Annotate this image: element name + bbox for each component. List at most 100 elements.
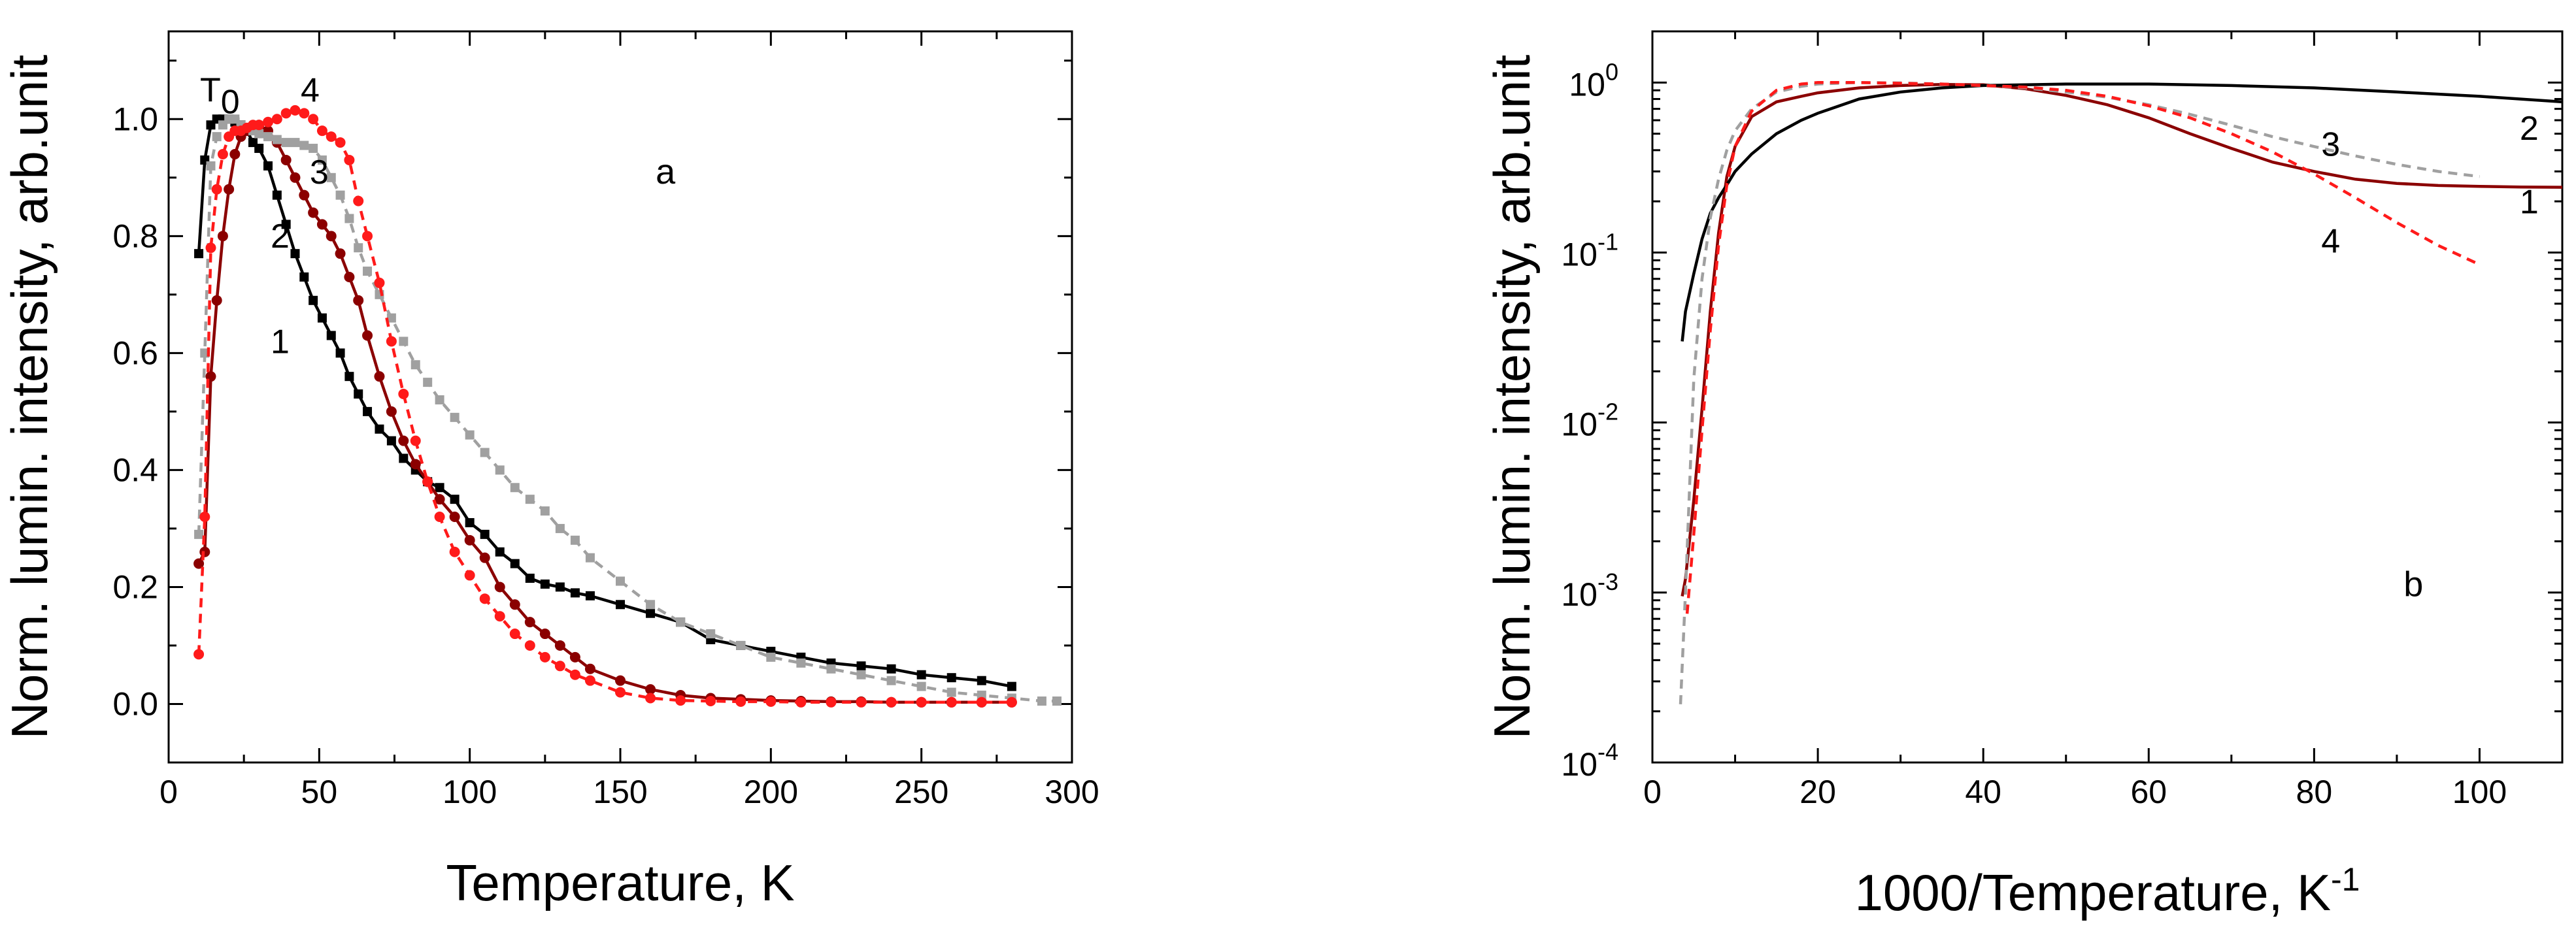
panel-a-series-1-point: [570, 588, 580, 598]
panel-a-series-1-point: [299, 272, 309, 282]
panel-a-series-3-point: [826, 664, 836, 674]
panel-a-y-axis-label: Norm. lumin. intensity, arb.unit: [1, 54, 58, 739]
panel-a-series-4-point: [735, 696, 746, 707]
panel-a-series-2-point: [335, 248, 346, 259]
panel-a-series-3-point: [309, 144, 318, 154]
panel-a-series-3-point: [465, 430, 475, 440]
panel-a-series-3-point: [856, 670, 866, 680]
panel-a-series-group: [193, 105, 1062, 708]
panel-a-series-1-point: [263, 161, 273, 171]
panel-a-series-3-point: [1037, 696, 1046, 706]
panel-a-x-axis-label: Temperature, K: [446, 854, 794, 911]
panel-a-series-4-point: [374, 277, 385, 288]
panel-a-series-1-point: [540, 579, 550, 589]
panel-a-series-4-point: [826, 696, 837, 708]
panel-a-x-tick-label: 50: [301, 774, 338, 810]
panel-a-series-4-point: [946, 696, 957, 708]
panel-a-series-4-point: [326, 131, 337, 142]
panel-a-series-1-point: [555, 582, 565, 592]
panel-a-series-1-point: [435, 483, 444, 493]
panel-a-series-1-point: [856, 661, 866, 671]
panel-a-series-3-point: [281, 138, 291, 148]
panel-a-series-1-point: [946, 673, 956, 683]
panel-a-series-4-point: [976, 696, 987, 708]
panel-a-series-4-point: [254, 120, 265, 131]
panel-a-series-4-point: [449, 546, 460, 557]
panel-a-series-3-point: [706, 629, 716, 639]
panel-a-series-1-point: [363, 406, 373, 416]
panel-a-series-4-point: [217, 148, 228, 159]
panel-a-series-3-point: [1052, 696, 1062, 706]
panel-a-series-1-point: [977, 676, 986, 685]
panel-a-series-2-point: [374, 371, 385, 382]
panel-a-series-4-point: [916, 696, 927, 708]
panel-a-series-3-point: [555, 523, 565, 533]
panel-a-series-3-point: [194, 529, 204, 539]
panel-b-x-tick-label: 20: [1799, 774, 1836, 810]
panel-a-series-4-point: [464, 570, 475, 581]
panel-b-chart: 0 20 40 60 80 100 10-4 10-3 10-2 10-1 100 1000/Temp…: [1483, 30, 2564, 921]
panel-a-series-4-point: [479, 593, 490, 604]
panel-a-series-line-2: [197, 123, 1012, 704]
panel-a-series-3-point: [450, 412, 460, 422]
panel-a-series-3-point: [495, 465, 505, 475]
panel-a-series-4-point: [584, 675, 595, 686]
panel-a-series-4-point: [271, 114, 282, 125]
panel-a-y-tick-label: 0.0: [112, 685, 158, 722]
panel-a-series-1-point: [335, 348, 345, 358]
panel-a-series-4-point: [886, 696, 897, 708]
panel-a-y-tick-label: 1.0: [112, 101, 158, 137]
panel-a-series-2-point: [308, 207, 319, 218]
panel-a-series-4-point: [645, 693, 656, 704]
panel-a-series-4-point: [705, 696, 716, 707]
panel-a-series-1-point: [495, 547, 505, 557]
panel-a-series-2-point: [494, 581, 505, 593]
panel-a-series-3-point: [335, 190, 345, 200]
panel-a-series-3-point: [646, 600, 656, 610]
panel-a-series-2-point: [569, 651, 580, 663]
panel-b-curve-label-2: 2: [2520, 110, 2539, 148]
panel-a-series-3-point: [326, 172, 336, 182]
panel-b-series-line-3: [1679, 81, 2480, 704]
panel-a-series-3-point: [290, 138, 300, 148]
panel-a-series-3-point: [423, 378, 433, 387]
panel-b-curve-label-4: 4: [2321, 222, 2340, 260]
panel-a-series-2-point: [398, 435, 409, 446]
panel-b-panel-letter: b: [2403, 565, 2423, 604]
panel-a-series-4-point: [422, 476, 433, 487]
panel-b-x-tick-label: 80: [2296, 774, 2333, 810]
panel-b-plot-frame: [1651, 30, 2564, 764]
panel-a-series-3-point: [399, 336, 409, 346]
panel-a-series-2-point: [316, 219, 327, 230]
panel-b-x-tick-label: 0: [1643, 774, 1662, 810]
panel-a-series-2-point: [326, 231, 337, 242]
panel-a-series-4-point: [205, 242, 216, 254]
panel-a-series-2-point: [217, 231, 228, 242]
panel-a-series-1-point: [317, 313, 327, 323]
panel-a-series-2-point: [464, 534, 475, 546]
panel-a-series-1-point: [354, 389, 363, 399]
panel-a-series-3-point: [616, 576, 625, 586]
panel-a-series-3-point: [212, 132, 222, 142]
panel-a-series-1-point: [916, 670, 926, 680]
panel-a-x-tick-label: 200: [744, 774, 798, 810]
panel-a-series-1-point: [399, 453, 409, 463]
panel-a-series-4-point: [280, 108, 292, 119]
panel-a-series-4-point: [524, 640, 535, 651]
panel-a-curve-label-2: 2: [271, 218, 290, 255]
panel-a-series-3-point: [540, 506, 550, 516]
panel-a-series-3-point: [570, 535, 580, 545]
panel-a-series-1-point: [272, 190, 282, 200]
panel-a-series-3-point: [766, 652, 776, 662]
panel-a-x-tick-label: 300: [1045, 774, 1099, 810]
panel-a-curve-label-3: 3: [310, 154, 329, 191]
panel-a-series-3-point: [410, 360, 420, 370]
panel-a-series-3-point: [525, 495, 535, 504]
panel-a-series-2-point: [524, 617, 535, 628]
panel-a-series-4-point: [398, 389, 409, 400]
panel-b-x-tick-label: 60: [2130, 774, 2167, 810]
panel-b-y-tick-label: 100: [1569, 58, 1618, 103]
panel-a-series-4-point: [509, 629, 520, 640]
panel-a-series-1-point: [480, 529, 490, 539]
